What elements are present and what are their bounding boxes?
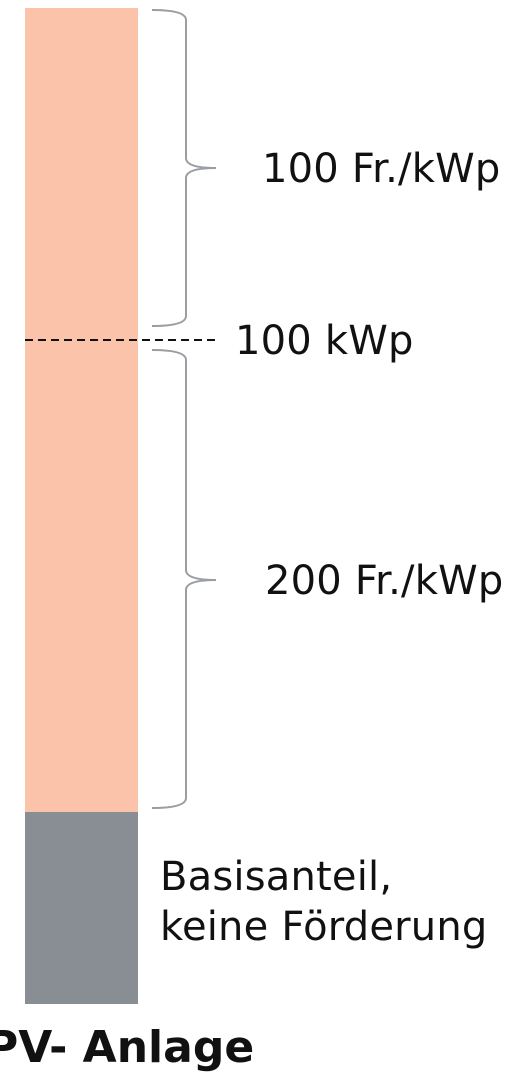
base-share-label-line1: Basisanteil,	[160, 854, 393, 900]
base-share-label: Basisanteil, keine Förderung	[160, 852, 487, 952]
base-share-bar-segment	[25, 812, 138, 1004]
footer-title: PV- Anlage	[0, 1022, 255, 1073]
subsidized-bar-segment	[25, 8, 138, 812]
lower-rate-label: 200 Fr./kWp	[265, 558, 504, 604]
threshold-label: 100 kWp	[235, 318, 414, 364]
upper-rate-label: 100 Fr./kWp	[262, 146, 501, 192]
base-share-label-line2: keine Förderung	[160, 904, 488, 950]
upper-bracket	[151, 9, 217, 327]
lower-bracket	[151, 349, 217, 809]
